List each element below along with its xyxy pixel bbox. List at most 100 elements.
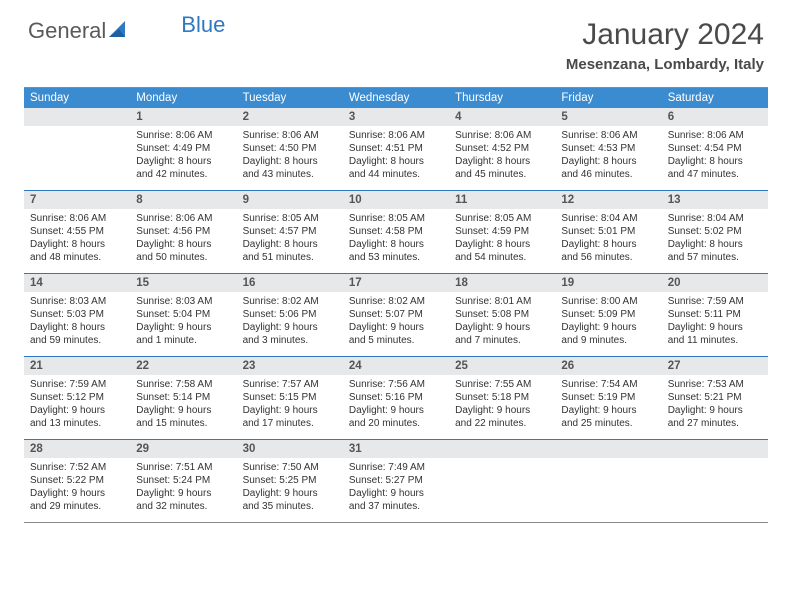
- sunset: Sunset: 5:06 PM: [243, 308, 337, 321]
- week-row: 7Sunrise: 8:06 AMSunset: 4:55 PMDaylight…: [24, 190, 768, 273]
- week-row: 28Sunrise: 7:52 AMSunset: 5:22 PMDayligh…: [24, 439, 768, 522]
- dow-monday: Monday: [130, 88, 236, 108]
- daylight: Daylight: 9 hours and 35 minutes.: [243, 487, 337, 513]
- logo: General Blue: [28, 18, 225, 44]
- sunset: Sunset: 5:03 PM: [30, 308, 124, 321]
- sunset: Sunset: 4:54 PM: [668, 142, 762, 155]
- day-number: 1: [130, 108, 236, 126]
- daylight: Daylight: 9 hours and 17 minutes.: [243, 404, 337, 430]
- sunrise: Sunrise: 7:57 AM: [243, 378, 337, 391]
- day-body: Sunrise: 8:06 AMSunset: 4:56 PMDaylight:…: [130, 209, 236, 269]
- day-body: Sunrise: 7:54 AMSunset: 5:19 PMDaylight:…: [555, 375, 661, 435]
- sunrise: Sunrise: 7:50 AM: [243, 461, 337, 474]
- day-body: Sunrise: 8:05 AMSunset: 4:57 PMDaylight:…: [237, 209, 343, 269]
- day-cell: 7Sunrise: 8:06 AMSunset: 4:55 PMDaylight…: [24, 191, 130, 273]
- day-body: Sunrise: 7:59 AMSunset: 5:12 PMDaylight:…: [24, 375, 130, 435]
- sunrise: Sunrise: 8:06 AM: [668, 129, 762, 142]
- sunset: Sunset: 5:12 PM: [30, 391, 124, 404]
- day-number: 2: [237, 108, 343, 126]
- logo-sail-icon: [109, 19, 131, 44]
- daylight: Daylight: 9 hours and 20 minutes.: [349, 404, 443, 430]
- day-number: 25: [449, 357, 555, 375]
- daylight: Daylight: 8 hours and 47 minutes.: [668, 155, 762, 181]
- sunrise: Sunrise: 8:06 AM: [561, 129, 655, 142]
- day-cell: [24, 108, 130, 190]
- day-cell: 30Sunrise: 7:50 AMSunset: 5:25 PMDayligh…: [237, 440, 343, 522]
- day-body: Sunrise: 8:03 AMSunset: 5:04 PMDaylight:…: [130, 292, 236, 352]
- day-body: Sunrise: 8:06 AMSunset: 4:50 PMDaylight:…: [237, 126, 343, 186]
- daylight: Daylight: 9 hours and 25 minutes.: [561, 404, 655, 430]
- day-cell: 27Sunrise: 7:53 AMSunset: 5:21 PMDayligh…: [662, 357, 768, 439]
- day-number: 7: [24, 191, 130, 209]
- day-cell: 6Sunrise: 8:06 AMSunset: 4:54 PMDaylight…: [662, 108, 768, 190]
- daylight: Daylight: 9 hours and 32 minutes.: [136, 487, 230, 513]
- day-body: Sunrise: 8:06 AMSunset: 4:55 PMDaylight:…: [24, 209, 130, 269]
- dow-saturday: Saturday: [662, 88, 768, 108]
- day-number: 12: [555, 191, 661, 209]
- day-body: Sunrise: 8:04 AMSunset: 5:01 PMDaylight:…: [555, 209, 661, 269]
- day-number: 9: [237, 191, 343, 209]
- sunrise: Sunrise: 8:06 AM: [30, 212, 124, 225]
- daylight: Daylight: 8 hours and 42 minutes.: [136, 155, 230, 181]
- day-cell: 1Sunrise: 8:06 AMSunset: 4:49 PMDaylight…: [130, 108, 236, 190]
- daylight: Daylight: 8 hours and 50 minutes.: [136, 238, 230, 264]
- sunrise: Sunrise: 8:06 AM: [349, 129, 443, 142]
- dow-wednesday: Wednesday: [343, 88, 449, 108]
- day-number: 21: [24, 357, 130, 375]
- day-number: 10: [343, 191, 449, 209]
- day-cell: 3Sunrise: 8:06 AMSunset: 4:51 PMDaylight…: [343, 108, 449, 190]
- day-number: [24, 108, 130, 126]
- day-number: 28: [24, 440, 130, 458]
- week-row: 1Sunrise: 8:06 AMSunset: 4:49 PMDaylight…: [24, 108, 768, 190]
- day-cell: 17Sunrise: 8:02 AMSunset: 5:07 PMDayligh…: [343, 274, 449, 356]
- dow-friday: Friday: [555, 88, 661, 108]
- daylight: Daylight: 8 hours and 48 minutes.: [30, 238, 124, 264]
- sunrise: Sunrise: 8:02 AM: [349, 295, 443, 308]
- day-cell: 16Sunrise: 8:02 AMSunset: 5:06 PMDayligh…: [237, 274, 343, 356]
- day-cell: [449, 440, 555, 522]
- day-body: Sunrise: 8:05 AMSunset: 4:58 PMDaylight:…: [343, 209, 449, 269]
- sunset: Sunset: 5:01 PM: [561, 225, 655, 238]
- sunrise: Sunrise: 8:04 AM: [668, 212, 762, 225]
- daylight: Daylight: 8 hours and 44 minutes.: [349, 155, 443, 181]
- day-number: 23: [237, 357, 343, 375]
- sunset: Sunset: 4:49 PM: [136, 142, 230, 155]
- day-body: Sunrise: 8:05 AMSunset: 4:59 PMDaylight:…: [449, 209, 555, 269]
- day-cell: 12Sunrise: 8:04 AMSunset: 5:01 PMDayligh…: [555, 191, 661, 273]
- sunset: Sunset: 5:15 PM: [243, 391, 337, 404]
- day-body: Sunrise: 7:51 AMSunset: 5:24 PMDaylight:…: [130, 458, 236, 518]
- sunset: Sunset: 4:50 PM: [243, 142, 337, 155]
- sunrise: Sunrise: 8:06 AM: [243, 129, 337, 142]
- sunrise: Sunrise: 7:59 AM: [668, 295, 762, 308]
- day-number: 27: [662, 357, 768, 375]
- day-body: [555, 458, 661, 466]
- location: Mesenzana, Lombardy, Italy: [566, 56, 764, 73]
- sunset: Sunset: 5:24 PM: [136, 474, 230, 487]
- daylight: Daylight: 9 hours and 27 minutes.: [668, 404, 762, 430]
- sunrise: Sunrise: 7:56 AM: [349, 378, 443, 391]
- sunrise: Sunrise: 7:53 AM: [668, 378, 762, 391]
- sunrise: Sunrise: 7:59 AM: [30, 378, 124, 391]
- day-number: 8: [130, 191, 236, 209]
- day-body: Sunrise: 8:06 AMSunset: 4:54 PMDaylight:…: [662, 126, 768, 186]
- daylight: Daylight: 9 hours and 15 minutes.: [136, 404, 230, 430]
- day-body: Sunrise: 7:53 AMSunset: 5:21 PMDaylight:…: [662, 375, 768, 435]
- day-cell: 14Sunrise: 8:03 AMSunset: 5:03 PMDayligh…: [24, 274, 130, 356]
- day-cell: 29Sunrise: 7:51 AMSunset: 5:24 PMDayligh…: [130, 440, 236, 522]
- sunset: Sunset: 5:22 PM: [30, 474, 124, 487]
- sunrise: Sunrise: 8:04 AM: [561, 212, 655, 225]
- daylight: Daylight: 9 hours and 7 minutes.: [455, 321, 549, 347]
- day-number: 6: [662, 108, 768, 126]
- day-cell: 9Sunrise: 8:05 AMSunset: 4:57 PMDaylight…: [237, 191, 343, 273]
- day-body: Sunrise: 8:02 AMSunset: 5:07 PMDaylight:…: [343, 292, 449, 352]
- dow-row: Sunday Monday Tuesday Wednesday Thursday…: [24, 88, 768, 108]
- sunrise: Sunrise: 8:05 AM: [349, 212, 443, 225]
- sunset: Sunset: 5:11 PM: [668, 308, 762, 321]
- day-body: Sunrise: 8:06 AMSunset: 4:49 PMDaylight:…: [130, 126, 236, 186]
- logo-text-general: General: [28, 18, 106, 44]
- sunset: Sunset: 5:08 PM: [455, 308, 549, 321]
- day-body: Sunrise: 8:06 AMSunset: 4:52 PMDaylight:…: [449, 126, 555, 186]
- dow-thursday: Thursday: [449, 88, 555, 108]
- day-number: 26: [555, 357, 661, 375]
- header: General Blue January 2024 Mesenzana, Lom…: [0, 0, 792, 79]
